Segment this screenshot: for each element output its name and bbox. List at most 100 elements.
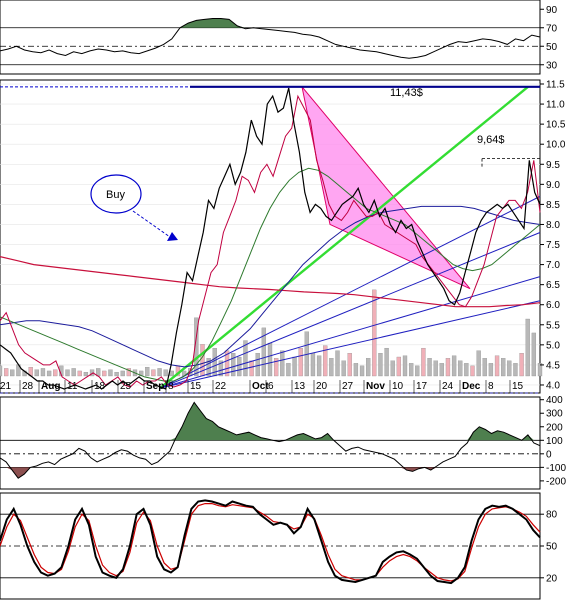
volume-bar [396,356,402,377]
buy-arrow-head [167,232,178,241]
volume-bar [298,347,303,377]
volume-bar [83,372,89,377]
price-series-line [0,205,541,368]
buy-callout-ellipse [90,174,142,214]
buy-callout-arrow-line [132,210,171,238]
x-tick-label: 8 [488,381,494,392]
x-tick-label: 11 [67,381,78,392]
x-tick-label: 25 [120,381,132,392]
x-tick-label: Sep [146,381,164,392]
volume-bar [470,365,475,377]
volume-bar [451,355,457,377]
y-tick-label: 7.5 [546,240,560,251]
volume-bar [102,370,107,377]
y-tick-label: -200 [546,476,566,487]
y-tick-label: 11.5 [546,80,565,91]
volume-bar [427,358,432,377]
price-panel: 11.5 11.0 10.5 10.0 9.5 9.0 8.5 8.0 7.5 7.0 6.5 6.0… [0,79,566,394]
x-tick-label: 8 [168,381,174,392]
volume-bar [231,353,236,377]
high-price-label: 11,43$ [390,87,423,99]
volume-bar [10,369,15,377]
y-tick-label: 80 [546,510,558,521]
volume-bar [280,350,285,377]
y-tick-label: 8.5 [546,200,560,211]
x-tick-label: 21 [0,381,12,392]
volume-bar [163,369,168,377]
volume-bar [537,363,543,377]
volume-bar [286,363,291,377]
x-tick-label: 28 [22,381,34,392]
volume-bar [525,318,530,377]
volume-bar [341,360,346,377]
middle-oscillator-panel: 400 300 200 100 0 -100 -200 [0,395,566,490]
volume-bar [372,289,377,377]
volume-bar [71,368,76,377]
y-tick-label: 10.0 [546,140,566,151]
volume-bar [3,368,9,377]
volume-bar [77,370,82,377]
volume-bar [169,370,174,377]
y-tick-label: 400 [546,395,563,406]
y-tick-label: 200 [546,422,563,433]
x-tick-label: Nov [366,381,385,392]
volume-bar [476,350,481,377]
volume-bar [415,365,420,377]
y-tick-label: 300 [546,409,563,420]
middle-oscillator-frame [0,396,541,490]
volume-bar [46,370,52,377]
y-tick-label: 20 [546,573,558,584]
y-tick-label: 10.5 [546,120,566,131]
bottom-oscillator-signal-line [0,503,541,582]
bottom-oscillator-panel: 80 50 20 [0,492,558,600]
volume-bar [145,366,150,377]
buy-label: Buy [106,189,125,201]
price-frame [0,79,541,394]
y-tick-label: 90 [546,5,558,16]
volume-bar [335,350,340,377]
volume-bar [378,353,383,377]
volume-bar [194,317,199,377]
volume-bar [249,360,254,377]
recent-high-label: 9,64$ [477,134,505,146]
y-tick-label: 50 [546,542,558,553]
y-tick-label: 4.0 [546,380,560,391]
x-tick-label: 24 [442,381,454,392]
volume-bar [243,340,248,377]
volume-bar [261,327,267,377]
volume-bar [329,358,334,377]
volume-bar [237,356,242,377]
blue-fan-line [159,232,541,389]
y-tick-label: 70 [546,23,558,34]
bottom-oscillator-main-line [0,499,541,585]
volume-bar [458,360,463,377]
y-tick-label: 5.0 [546,340,560,351]
blue-fan-line [159,195,541,389]
volume-bar [310,353,316,377]
y-tick-label: 9.5 [546,160,560,171]
volume-bar [464,363,469,377]
volume-bar [292,356,297,377]
blue-fan-line [159,300,541,389]
volume-bar [347,353,352,377]
volume-bar [402,355,408,377]
x-tick-label: Dec [462,381,481,392]
y-tick-label: -100 [546,463,566,474]
x-tick-label: 20 [316,381,328,392]
volume-bar [138,370,144,377]
middle-oscillator-positive-fill [0,402,540,441]
volume-bar [151,369,156,377]
volume-bar [316,355,322,377]
x-tick-label: 18 [94,381,106,392]
volume-bar [120,370,125,377]
price-series-line [0,256,541,308]
volume-bar [65,369,70,377]
volume-bar [255,353,260,377]
x-tick-label: Aug [41,381,60,392]
y-tick-label: 4.5 [546,360,560,371]
middle-oscillator-line [0,401,541,479]
x-tick-label: 6 [268,381,274,392]
x-tick-label: 22 [215,381,227,392]
volume-bar [513,363,518,377]
volume-bar [267,342,273,377]
